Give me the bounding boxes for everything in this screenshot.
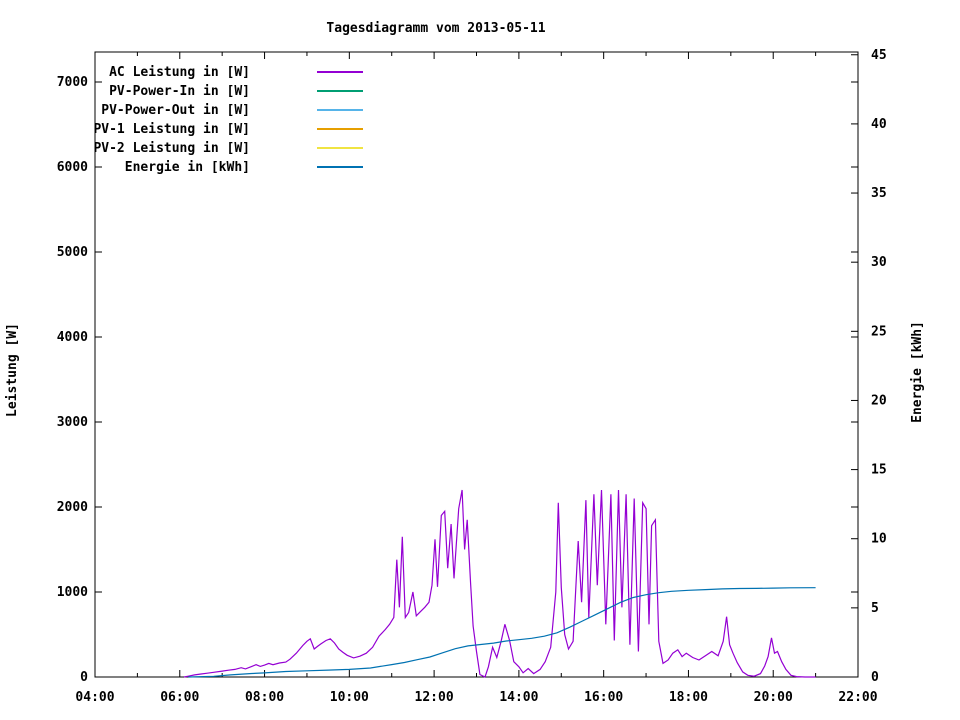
y2-tick-label: 20 <box>871 393 887 408</box>
x-tick-label: 10:00 <box>330 690 369 705</box>
legend-label-pv1-leistung: PV-1 Leistung in [W] <box>93 122 250 137</box>
y2-tick-label: 0 <box>871 670 879 685</box>
legend: AC Leistung in [W] PV-Power-In in [W] PV… <box>93 65 363 175</box>
y2-tick-label: 25 <box>871 324 887 339</box>
x-tick-label: 12:00 <box>415 690 454 705</box>
legend-label-pv2-leistung: PV-2 Leistung in [W] <box>93 141 250 156</box>
y2-tick-label: 40 <box>871 117 887 132</box>
x-tick-label: 20:00 <box>754 690 793 705</box>
y2-tick-label: 5 <box>871 601 879 616</box>
x-tick-label: 14:00 <box>499 690 538 705</box>
legend-label-energie: Energie in [kWh] <box>125 160 250 175</box>
curve-ac-leistung <box>183 489 816 678</box>
y-tick-label: 1000 <box>57 585 88 600</box>
y-tick-label: 2000 <box>57 500 88 515</box>
y-tick-label: 3000 <box>57 415 88 430</box>
y2-tick-label: 15 <box>871 463 887 478</box>
y2-tick-label: 10 <box>871 532 887 547</box>
y-tick-label: 4000 <box>57 330 88 345</box>
legend-label-pv-power-out: PV-Power-Out in [W] <box>101 103 250 118</box>
x-tick-label: 04:00 <box>75 690 114 705</box>
x-tick-label: 06:00 <box>160 690 199 705</box>
chart-title: Tagesdiagramm vom 2013-05-11 <box>326 21 545 36</box>
y2-tick-label: 45 <box>871 48 887 63</box>
y-tick-label: 7000 <box>57 75 88 90</box>
y-axis-label: Leistung [W] <box>5 323 20 417</box>
x-tick-label: 16:00 <box>584 690 623 705</box>
data-curves <box>183 489 816 678</box>
x-tick-label: 22:00 <box>838 690 877 705</box>
y2-tick-label: 30 <box>871 255 887 270</box>
y2-tick-label: 35 <box>871 186 887 201</box>
y-tick-label: 5000 <box>57 245 88 260</box>
y2-axis-label: Energie [kWh] <box>910 321 925 423</box>
y-tick-label: 0 <box>80 670 88 685</box>
legend-label-pv-power-in: PV-Power-In in [W] <box>109 84 250 99</box>
y-tick-label: 6000 <box>57 160 88 175</box>
axes: 04:00 06:00 08:00 10:00 12:00 14:00 16:00 18:00… <box>57 48 887 705</box>
curve-energie <box>188 587 816 678</box>
x-tick-label: 08:00 <box>245 690 284 705</box>
x-tick-label: 18:00 <box>669 690 708 705</box>
legend-label-ac-leistung: AC Leistung in [W] <box>109 65 250 80</box>
